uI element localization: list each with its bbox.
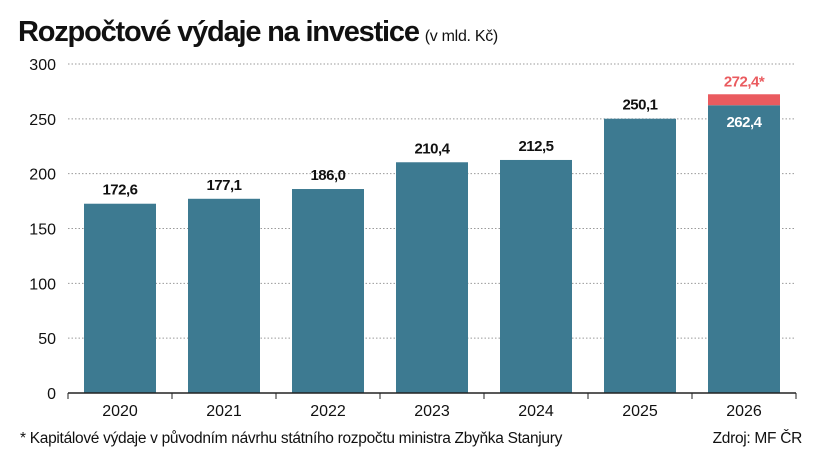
x-tick-label: 2024 (518, 403, 554, 420)
y-tick-label: 100 (29, 276, 56, 293)
bar (604, 118, 676, 393)
data-label: 177,1 (206, 177, 241, 194)
bar (708, 105, 780, 393)
x-tick-label: 2020 (102, 403, 138, 420)
y-tick-label: 300 (29, 57, 56, 74)
bar (500, 159, 572, 393)
data-label: 250,1 (622, 97, 657, 114)
data-label: 186,0 (310, 167, 345, 184)
x-tick-label: 2022 (310, 403, 346, 420)
bar (188, 198, 260, 393)
y-tick-label: 250 (29, 112, 56, 129)
data-label: 210,4 (414, 140, 450, 157)
source-note: Zdroj: MF ČR (712, 430, 803, 447)
y-tick-label: 200 (29, 167, 56, 184)
data-label: 212,5 (518, 138, 553, 155)
y-tick-label: 50 (38, 331, 56, 348)
x-tick-label: 2021 (206, 403, 242, 420)
data-label: 262,4 (726, 114, 762, 131)
bar-extra-segment (708, 94, 780, 106)
footnote: * Kapitálové výdaje v původním návrhu st… (20, 430, 563, 447)
y-tick-label: 150 (29, 222, 56, 239)
x-tick-label: 2025 (622, 403, 658, 420)
x-tick-label: 2023 (414, 403, 450, 420)
data-label: 172,6 (102, 182, 137, 199)
chart-title: Rozpočtové výdaje na investice (18, 16, 420, 48)
bar (84, 203, 156, 393)
chart-unit-label: (v mld. Kč) (424, 28, 498, 45)
y-tick-label: 0 (47, 386, 56, 403)
chart-title-block: Rozpočtové výdaje na investice (v mld. Kč… (18, 12, 498, 57)
bar (292, 189, 364, 393)
x-tick-label: 2026 (726, 403, 762, 420)
bar (396, 162, 468, 393)
extra-segment-label: 272,4* (724, 73, 765, 90)
